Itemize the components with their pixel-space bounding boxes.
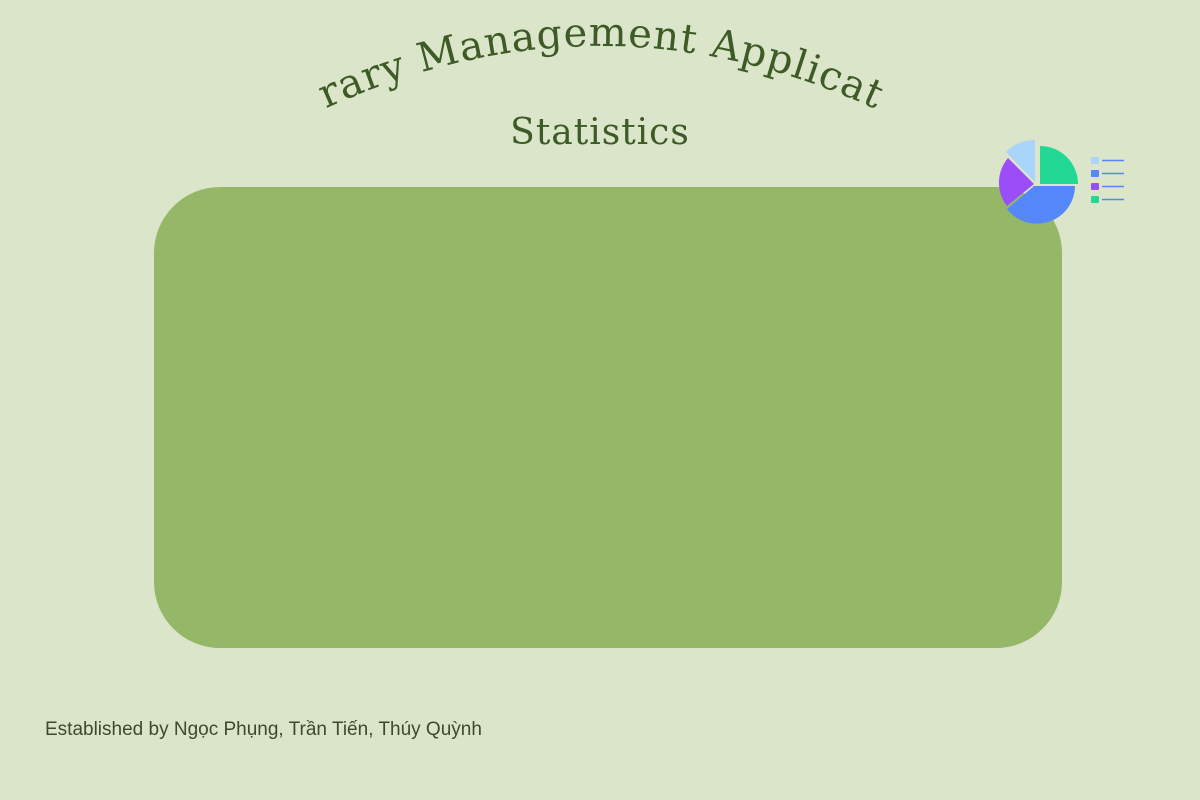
content-panel <box>154 187 1062 648</box>
pie-slice-blue <box>1007 186 1075 224</box>
svg-text:Library Management Application: Library Management Application <box>0 0 891 118</box>
pie-slice-purple <box>998 158 1034 206</box>
pie-slice-light-blue <box>1006 139 1035 182</box>
legend-swatch-2 <box>1091 170 1099 177</box>
legend-swatch-4 <box>1091 196 1099 203</box>
page-title: Library Management Application <box>0 0 891 118</box>
footer-credits: Established by Ngọc Phụng, Trần Tiến, Th… <box>45 719 482 740</box>
page-subtitle: Statistics <box>510 112 690 153</box>
legend-swatch-1 <box>1091 157 1099 164</box>
page-title-text: Library Management Application <box>0 0 890 118</box>
pie-slice-green <box>1040 146 1078 184</box>
pie-chart-icon <box>998 139 1124 224</box>
legend-swatch-3 <box>1091 183 1099 190</box>
